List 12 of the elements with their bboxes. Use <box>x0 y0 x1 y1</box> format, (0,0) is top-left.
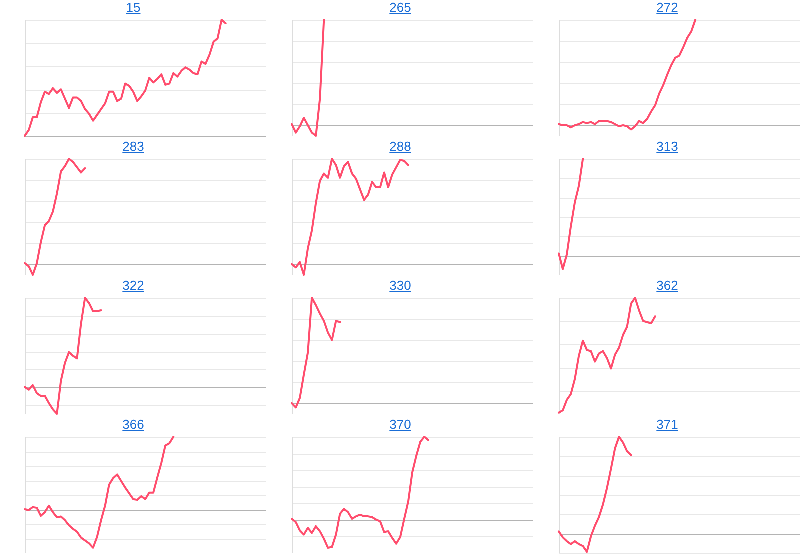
chart-title: 272 <box>656 0 678 15</box>
chart-title: 283 <box>122 139 144 154</box>
chart-title: 15 <box>126 0 141 15</box>
chart-title: 370 <box>390 417 412 432</box>
chart-title: 371 <box>656 417 678 432</box>
chart-title: 313 <box>656 139 678 154</box>
chart-title: 366 <box>122 417 144 432</box>
chart-title: 330 <box>390 278 412 293</box>
chart-title: 362 <box>656 278 678 293</box>
chart-title: 322 <box>122 278 144 293</box>
chart-title: 288 <box>390 139 412 154</box>
chart-title: 265 <box>390 0 412 15</box>
